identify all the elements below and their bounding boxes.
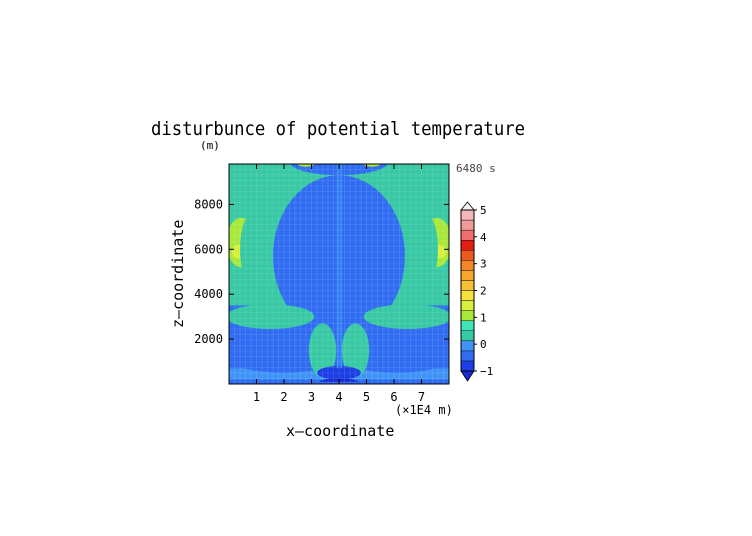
colorbar-swatch	[460, 360, 475, 372]
field-region-16	[317, 366, 361, 380]
colorbar-swatch	[460, 300, 475, 311]
y-tick-label: 8000	[194, 197, 223, 211]
colorbar-swatch	[460, 330, 475, 342]
colorbar-tick-label: 2	[480, 285, 487, 298]
field-region-15	[341, 323, 370, 378]
x-tick-label: 3	[308, 390, 315, 404]
colorbar-swatch	[460, 219, 475, 231]
time-label: 6480 s	[456, 162, 496, 175]
colorbar-tick-label: 5	[480, 204, 487, 217]
x-tick-label: 7	[418, 390, 425, 404]
y-tick-label: 6000	[194, 242, 223, 256]
x-axis-label: x—coordinate	[286, 422, 394, 440]
x-tick-label: 4	[335, 390, 342, 404]
colorbar-swatch	[460, 340, 475, 352]
colorbar-tick-label: −1	[480, 365, 493, 378]
y-axis-ticks: 2000 4000 6000 8000	[194, 197, 449, 346]
field-region-19	[363, 164, 381, 167]
colorbar-swatch	[460, 250, 475, 261]
heatmap-field	[229, 164, 449, 384]
colorbar-swatch	[460, 209, 475, 221]
colorbar-swatch	[460, 310, 475, 321]
colorbar-swatch	[460, 239, 475, 251]
field-region-13	[290, 164, 388, 176]
cell-grid	[229, 164, 449, 384]
x-unit-label: (×1E4 m)	[395, 403, 453, 417]
y-tick-label: 4000	[194, 287, 223, 301]
colorbar-over-triangle	[460, 201, 475, 211]
field-region-14	[308, 323, 337, 378]
colorbar-tick-label: 3	[480, 258, 487, 271]
x-axis-ticks: 1 2 3 4 5 6 7	[253, 164, 425, 404]
colorbar-swatch	[460, 280, 475, 291]
field-region-5	[229, 304, 315, 329]
x-tick-label: 2	[280, 390, 287, 404]
colorbar-under-triangle	[460, 370, 475, 382]
field-region-18	[297, 164, 315, 167]
colorbar-tick-label: 0	[480, 338, 487, 351]
colorbar-swatch	[460, 320, 475, 331]
field-region-12	[405, 208, 438, 290]
colorbar-swatch	[460, 229, 475, 241]
colorbar-swatch	[460, 290, 475, 301]
colorbar-tick-label: 4	[480, 231, 487, 244]
x-tick-label: 5	[363, 390, 370, 404]
y-unit-label: (m)	[200, 139, 220, 152]
y-axis-label: z—coordinate	[169, 220, 187, 328]
field-region-11	[240, 208, 273, 290]
colorbar-swatch	[460, 270, 475, 281]
field-region-2	[273, 175, 405, 337]
chart-title: disturbunce of potential temperature	[151, 118, 525, 140]
colorbar-swatch	[460, 350, 475, 362]
colorbar-swatch	[460, 260, 475, 271]
x-tick-label: 1	[253, 390, 260, 404]
field-region-6	[363, 304, 449, 329]
y-tick-label: 2000	[194, 332, 223, 346]
colorbar: −1 0 1 2 3 4 5	[460, 201, 493, 382]
colorbar-tick-label: 1	[480, 311, 487, 324]
x-tick-label: 6	[390, 390, 397, 404]
field-region-4	[344, 343, 449, 373]
